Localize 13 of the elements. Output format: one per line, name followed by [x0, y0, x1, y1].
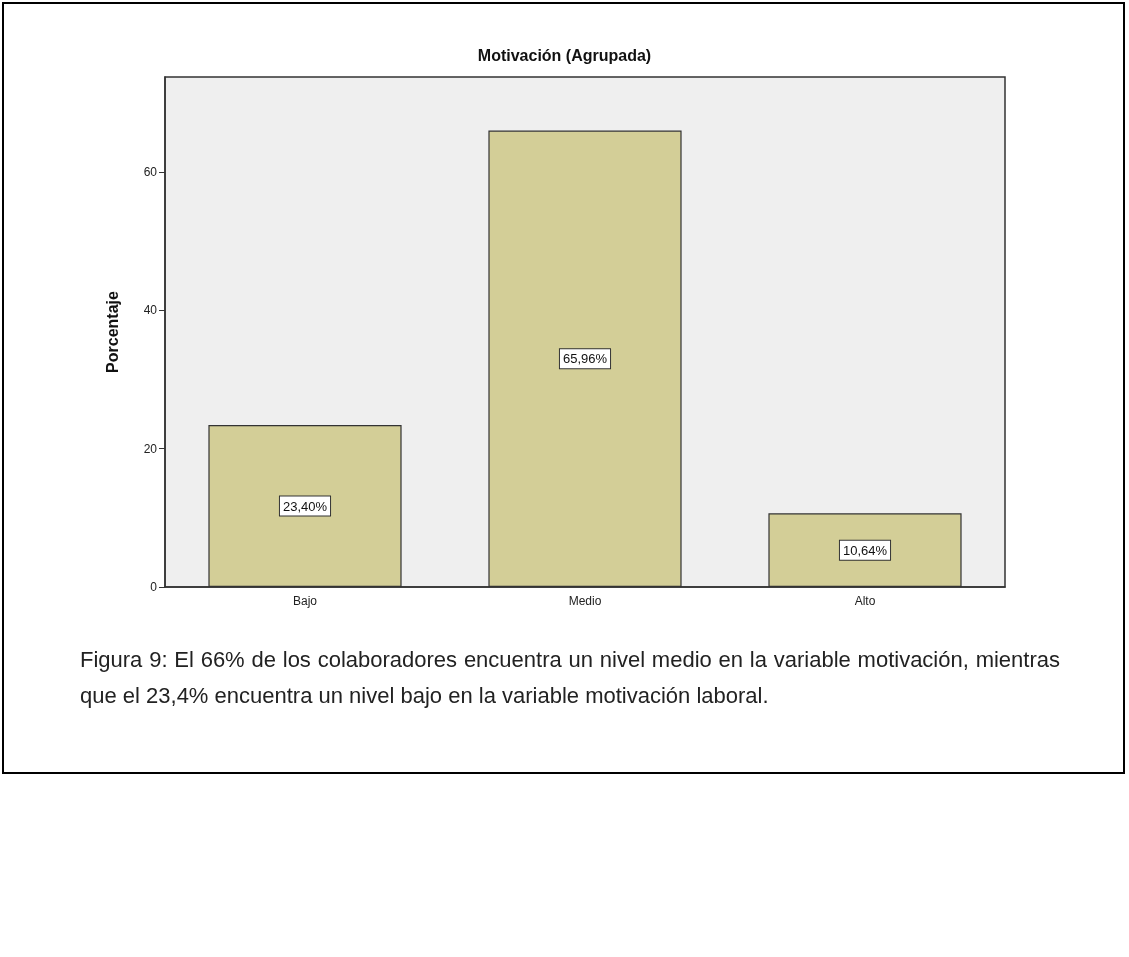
data-label: 10,64%: [842, 542, 888, 558]
data-label: 23,40%: [282, 498, 328, 514]
x-tick-label: Medio: [568, 594, 602, 608]
x-tick-label: Alto: [854, 594, 876, 608]
x-tick-label: Bajo: [292, 594, 318, 608]
data-label: 65,96%: [562, 351, 608, 367]
text: Figura 9: El 66% de los colaboradores encuentra un nivel medio en la variable motivación, mientras que el 23,4% encuentra un nivel bajo en la variable motivación laboral.: [80, 646, 1060, 710]
y-tick-label: 40: [143, 303, 158, 318]
y-tick-label: 60: [143, 164, 158, 179]
chart-title: Motivación (Agrupada): [477, 46, 652, 64]
y-tick-label: 0: [150, 580, 158, 594]
y-tick-label: 20: [143, 441, 158, 456]
y-axis-title: Porcentaje: [103, 290, 121, 373]
